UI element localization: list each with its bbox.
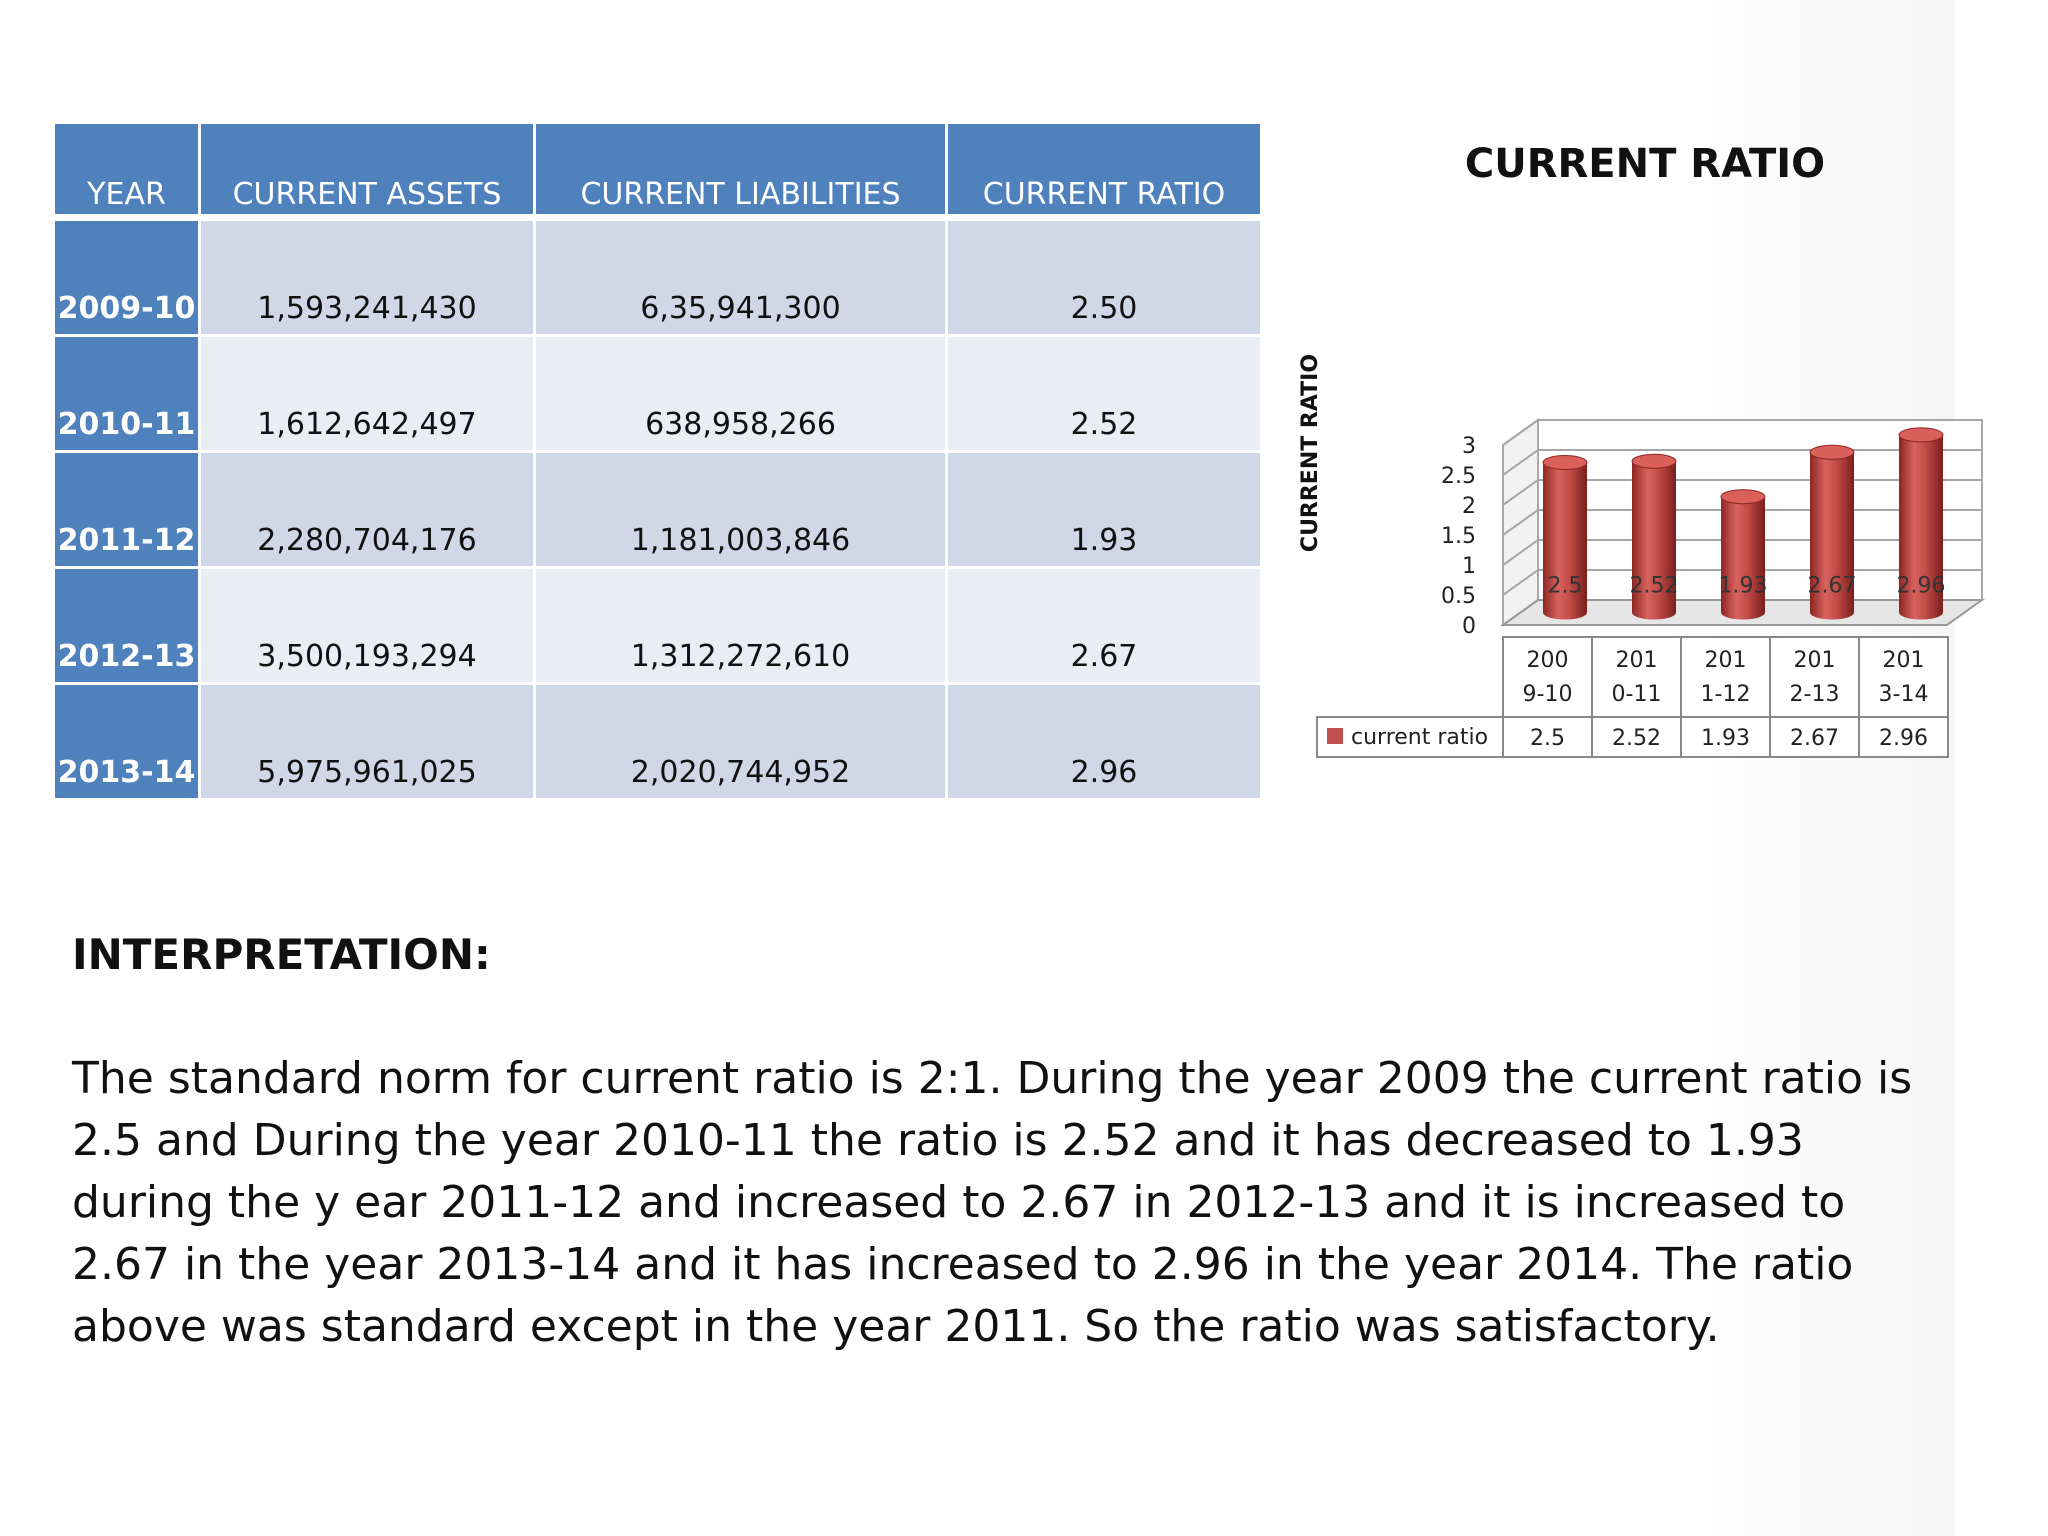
y-tick-label: 1.5 [1441,524,1476,549]
assets-cell: 1,593,241,430 [198,216,536,337]
ratio-cell: 2.67 [945,566,1263,685]
bar-top [1542,455,1588,470]
ratio-cell: 2.96 [945,682,1263,801]
y-tick-label: 0.5 [1441,584,1476,609]
year-cell: 2009-10 [52,216,201,337]
legend-swatch [1327,728,1343,744]
ratio-cell: 2.52 [945,334,1263,453]
header-year: YEAR [52,121,201,221]
table-value: 2.52 [1612,726,1661,751]
year-cell: 2012-13 [52,566,201,685]
interpretation-text: The standard norm for current ratio is 2… [72,1053,1913,1352]
table-row: 2011-12 2,280,704,176 1,181,003,846 1.93 [52,450,1263,569]
data-label: 2.52 [1630,574,1679,599]
table-row: 2010-11 1,612,642,497 638,958,266 2.52 [52,334,1263,453]
y-axis-label: CURRENT RATIO [1300,354,1323,552]
table-value: 2.67 [1790,726,1839,751]
liabilities-cell: 1,181,003,846 [533,450,948,569]
y-tick-label: 2.5 [1441,464,1476,489]
x-tick-label: 200 [1527,648,1569,673]
x-tick-label: 2-13 [1790,682,1840,707]
assets-cell: 2,280,704,176 [198,450,536,569]
current-ratio-table: YEAR CURRENT ASSETS CURRENT LIABILITIES … [52,121,1263,801]
year-cell: 2013-14 [52,682,201,801]
assets-cell: 5,975,961,025 [198,682,536,801]
x-tick-label: 9-10 [1523,682,1573,707]
table-row: 2012-13 3,500,193,294 1,312,272,610 2.67 [52,566,1263,685]
bar-cylinder [1810,452,1854,620]
legend-label: current ratio [1351,725,1488,750]
y-tick-label: 1 [1462,554,1476,579]
x-tick-label: 201 [1705,648,1747,673]
bar-cylinder [1543,462,1587,620]
year-cell: 2011-12 [52,450,201,569]
assets-cell: 3,500,193,294 [198,566,536,685]
interpretation-heading: INTERPRETATION: [72,930,491,979]
x-tick-label: 3-14 [1879,682,1929,707]
current-ratio-chart: CURRENT RATIO CURRENT RATIO 0 0.5 1 1.5 2 2.5 3 2… [1300,141,1986,758]
table-row: 2009-10 1,593,241,430 6,35,941,300 2.50 [52,216,1263,337]
data-label: 1.93 [1719,574,1768,599]
liabilities-cell: 2,020,744,952 [533,682,948,801]
ratio-cell: 1.93 [945,450,1263,569]
assets-cell: 1,612,642,497 [198,334,536,453]
table-row: 2013-14 5,975,961,025 2,020,744,952 2.96 [52,682,1263,801]
table-value: 2.5 [1530,726,1565,751]
y-tick-label: 3 [1462,434,1476,459]
data-label: 2.5 [1548,574,1583,599]
bar-top [1720,489,1766,505]
table-value: 1.93 [1701,726,1750,751]
bar-cylinder [1899,434,1943,620]
table-header-row: YEAR CURRENT ASSETS CURRENT LIABILITIES … [52,121,1263,221]
data-label: 2.67 [1808,574,1857,599]
year-cell: 2010-11 [52,334,201,453]
x-tick-label: 201 [1794,648,1836,673]
header-current-liabilities: CURRENT LIABILITIES [533,121,948,221]
liabilities-cell: 638,958,266 [533,334,948,453]
x-tick-label: 201 [1883,648,1925,673]
chart-title: CURRENT RATIO [1465,141,1825,187]
bar-cylinder [1721,496,1765,620]
x-tick-label: 0-11 [1612,682,1662,707]
header-current-ratio: CURRENT RATIO [945,121,1263,221]
table-value: 2.96 [1879,726,1928,751]
bar-top [1809,444,1855,460]
bar-top [1898,427,1944,443]
gridline [1502,419,1982,446]
bar-cylinder [1632,461,1676,620]
x-tick-label: 201 [1616,648,1658,673]
ratio-cell: 2.50 [945,216,1263,337]
x-tick-label: 1-12 [1701,682,1751,707]
y-tick-label: 0 [1462,614,1476,639]
y-tick-label: 2 [1462,494,1476,519]
liabilities-cell: 6,35,941,300 [533,216,948,337]
bar-top [1631,453,1677,469]
data-label: 2.96 [1897,574,1946,599]
legend-row [1316,716,1949,758]
header-current-assets: CURRENT ASSETS [198,121,536,221]
liabilities-cell: 1,312,272,610 [533,566,948,685]
